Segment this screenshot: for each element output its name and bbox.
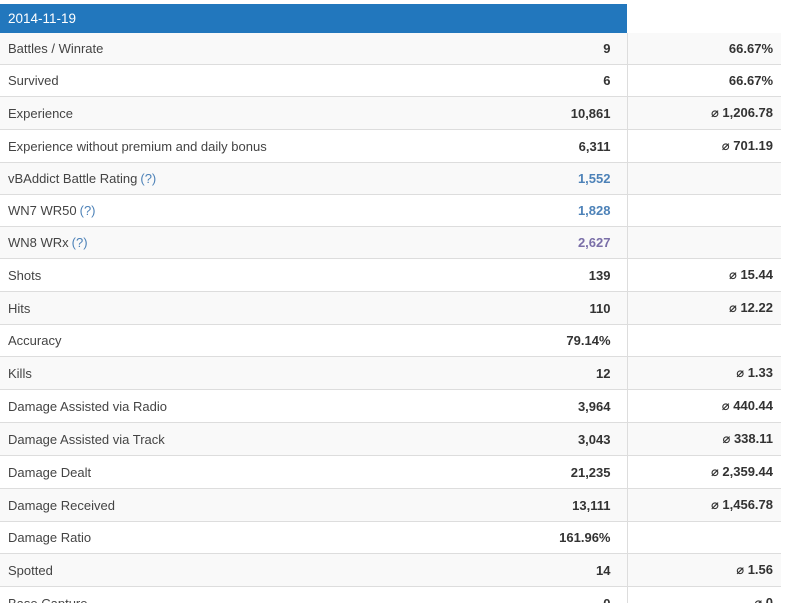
- stat-label-cell: Kills: [0, 356, 420, 390]
- stat-average: ⌀ 15.44: [627, 258, 781, 292]
- stat-label-cell: Damage Ratio: [0, 521, 420, 554]
- stat-value-link[interactable]: 1,552: [420, 162, 628, 195]
- stat-label: vBAddict Battle Rating: [8, 171, 138, 186]
- stat-value-link[interactable]: 1,828: [420, 194, 628, 227]
- stat-row: Kills 12 ⌀ 1.33: [0, 356, 781, 390]
- stat-label: Survived: [8, 73, 59, 88]
- stat-label: Experience: [8, 105, 74, 121]
- stat-label: Damage Assisted via Track: [8, 431, 165, 447]
- stat-label-cell: Base Capture: [0, 586, 420, 603]
- stat-label: Damage Assisted via Radio: [8, 398, 167, 414]
- stat-label: Spotted: [8, 562, 53, 578]
- stat-value: 10,861: [420, 96, 628, 130]
- stat-row: Hits 110 ⌀ 12.22: [0, 291, 781, 325]
- help-link[interactable]: (?): [140, 171, 157, 186]
- stat-label: Damage Ratio: [8, 530, 92, 545]
- stat-average: ⌀ 1,206.78: [627, 96, 781, 130]
- stat-row: Damage Received 13,111 ⌀ 1,456.78: [0, 488, 781, 522]
- stat-value: 6,311: [420, 129, 628, 163]
- stat-row: Battles / Winrate 9 66.67%: [0, 33, 781, 65]
- stat-average: ⌀ 338.11: [627, 422, 781, 456]
- stat-label-cell: Damage Assisted via Track: [0, 422, 420, 456]
- stat-label-cell: Survived: [0, 64, 420, 97]
- stat-average: ⌀ 2,359.44: [627, 455, 781, 489]
- stat-average: 66.67%: [627, 33, 781, 65]
- help-link[interactable]: (?): [79, 203, 96, 218]
- stat-value: 110: [420, 291, 628, 325]
- stat-label-cell: Hits: [0, 291, 420, 325]
- stat-row: WN7 WR50 (?) 1,828: [0, 194, 781, 227]
- stat-label: Hits: [8, 300, 31, 316]
- stat-label: Experience without premium and daily bon…: [8, 138, 267, 154]
- stat-average: 66.67%: [627, 64, 781, 97]
- stat-label-cell: Experience without premium and daily bon…: [0, 129, 420, 163]
- stat-value: 9: [420, 33, 628, 65]
- daily-stats-table: 2014-11-19 Battles / Winrate 9 66.67% Su…: [0, 4, 781, 603]
- stat-row: Damage Ratio 161.96%: [0, 521, 781, 554]
- stat-label-cell: Shots: [0, 258, 420, 292]
- stat-average: ⌀ 1.33: [627, 356, 781, 390]
- stat-row: Shots 139 ⌀ 15.44: [0, 258, 781, 292]
- stat-average: ⌀ 440.44: [627, 389, 781, 423]
- stat-label-cell: Experience: [0, 96, 420, 130]
- stat-value: 0: [420, 586, 628, 603]
- stat-value: 14: [420, 553, 628, 587]
- stat-value: 161.96%: [420, 521, 628, 554]
- date-header[interactable]: 2014-11-19: [0, 4, 627, 33]
- stat-row: Spotted 14 ⌀ 1.56: [0, 553, 781, 587]
- stat-label-cell: Damage Received: [0, 488, 420, 522]
- stat-average: [627, 521, 781, 554]
- stat-row: Experience 10,861 ⌀ 1,206.78: [0, 96, 781, 130]
- stat-label: Kills: [8, 365, 32, 381]
- stat-value: 139: [420, 258, 628, 292]
- stat-average: [627, 194, 781, 227]
- stat-label-cell: vBAddict Battle Rating (?): [0, 162, 420, 195]
- stat-row: Damage Dealt 21,235 ⌀ 2,359.44: [0, 455, 781, 489]
- stat-label-cell: Spotted: [0, 553, 420, 587]
- date-header-row: 2014-11-19: [0, 4, 781, 33]
- stat-label: WN8 WRx: [8, 235, 69, 250]
- stat-row: Base Capture 0 ⌀ 0: [0, 586, 781, 603]
- stat-row: Survived 6 66.67%: [0, 64, 781, 97]
- stat-average: ⌀ 701.19: [627, 129, 781, 163]
- stat-label-cell: WN8 WRx (?): [0, 226, 420, 259]
- stat-average: ⌀ 1.56: [627, 553, 781, 587]
- stat-average: ⌀ 1,456.78: [627, 488, 781, 522]
- stat-label: Base Capture: [8, 595, 88, 603]
- stat-label: Damage Dealt: [8, 464, 92, 480]
- stat-row: vBAddict Battle Rating (?) 1,552: [0, 162, 781, 195]
- stat-row: Accuracy 79.14%: [0, 324, 781, 357]
- stat-average: [627, 324, 781, 357]
- stat-value: 13,111: [420, 488, 628, 522]
- stat-label-cell: Damage Dealt: [0, 455, 420, 489]
- stat-label-cell: WN7 WR50 (?): [0, 194, 420, 227]
- stat-label: Damage Received: [8, 497, 115, 513]
- help-link[interactable]: (?): [71, 235, 88, 250]
- stat-row: Experience without premium and daily bon…: [0, 129, 781, 163]
- stat-label: WN7 WR50: [8, 203, 77, 218]
- stat-value: 12: [420, 356, 628, 390]
- stat-average: [627, 226, 781, 259]
- stat-label: Shots: [8, 267, 42, 283]
- stat-value: 6: [420, 64, 628, 97]
- stat-value: 21,235: [420, 455, 628, 489]
- stat-value: 3,043: [420, 422, 628, 456]
- stat-average: [627, 162, 781, 195]
- stat-label-cell: Accuracy: [0, 324, 420, 357]
- stat-value-link[interactable]: 2,627: [420, 226, 628, 259]
- stat-value: 3,964: [420, 389, 628, 423]
- stat-value: 79.14%: [420, 324, 628, 357]
- stat-label-cell: Battles / Winrate: [0, 33, 420, 65]
- date-header-empty-cell: [627, 4, 781, 33]
- stat-label: Accuracy: [8, 333, 62, 348]
- stat-label-cell: Damage Assisted via Radio: [0, 389, 420, 423]
- stat-row: WN8 WRx (?) 2,627: [0, 226, 781, 259]
- stat-average: ⌀ 0: [627, 586, 781, 603]
- stat-label: Battles / Winrate: [8, 41, 104, 56]
- stat-row: Damage Assisted via Radio 3,964 ⌀ 440.44: [0, 389, 781, 423]
- stat-row: Damage Assisted via Track 3,043 ⌀ 338.11: [0, 422, 781, 456]
- stat-average: ⌀ 12.22: [627, 291, 781, 325]
